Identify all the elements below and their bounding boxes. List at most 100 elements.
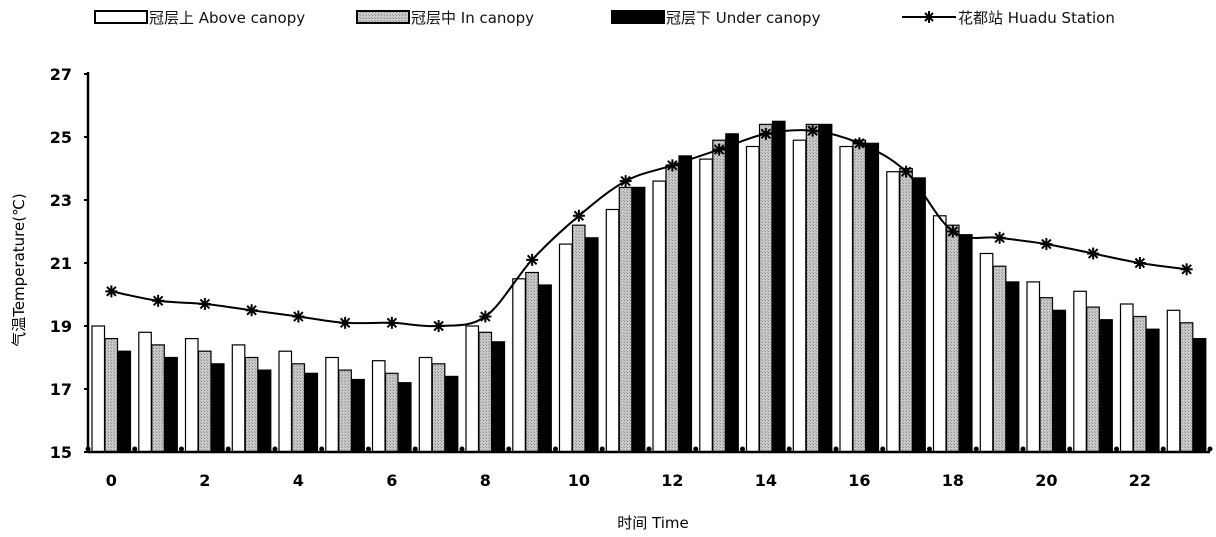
- legend-item-in: 冠层中 In canopy: [356, 9, 534, 27]
- chart-axes: [84, 72, 1213, 454]
- x-tick-label-0: 0: [106, 471, 117, 490]
- bar-white-11: [605, 208, 620, 453]
- station-point-12: [666, 159, 679, 172]
- bar-black-17: [912, 177, 926, 453]
- bar-black-19: [1005, 281, 1020, 453]
- bar-series-2: [117, 120, 1207, 453]
- legend-label-under: 冠层下 Under canopy: [666, 9, 821, 27]
- bar-white-2: [184, 338, 199, 453]
- x-tick-mark: [1020, 446, 1026, 452]
- x-tick-labels: 0 2 4 6 8 10 12 14 16 18 20 22: [106, 471, 1151, 490]
- legend-item-station: 花都站 Huadu Station: [902, 9, 1115, 27]
- bar-gray-3: [244, 356, 259, 453]
- bar-gray-18: [945, 224, 960, 453]
- bar-black-9: [538, 284, 552, 453]
- bar-black-21: [1099, 319, 1113, 453]
- station-point-10: [572, 209, 585, 222]
- legend-label-above: 冠层上 Above canopy: [149, 9, 305, 27]
- station-point-9: [526, 253, 539, 266]
- bar-gray-14: [758, 123, 773, 453]
- bar-gray-6: [384, 372, 399, 453]
- bar-gray-10: [571, 224, 586, 453]
- x-tick-mark: [506, 446, 512, 452]
- bar-black-5: [351, 378, 365, 453]
- bar-gray-21: [1086, 306, 1100, 453]
- x-tick-mark: [693, 446, 699, 452]
- bar-white-4: [278, 350, 293, 453]
- x-tick-mark: [319, 446, 325, 452]
- y-tick-label-19: 19: [50, 317, 72, 336]
- x-tick-label-22: 22: [1129, 471, 1151, 490]
- x-tick-label-16: 16: [848, 471, 870, 490]
- bar-white-10: [558, 243, 573, 453]
- bar-black-10: [584, 237, 599, 453]
- bar-gray-7: [431, 363, 446, 453]
- bar-white-12: [652, 180, 667, 453]
- bar-black-7: [444, 375, 459, 453]
- bar-black-2: [210, 363, 225, 453]
- station-point-23: [1180, 263, 1193, 276]
- y-tick-label-25: 25: [50, 128, 72, 147]
- x-tick-label-8: 8: [480, 471, 491, 490]
- bar-black-16: [865, 142, 880, 453]
- station-point-13: [713, 143, 726, 156]
- x-tick-mark: [553, 446, 558, 452]
- bar-gray-16: [852, 139, 867, 453]
- station-point-1: [152, 294, 165, 307]
- bar-gray-13: [712, 139, 726, 453]
- x-tick-label-2: 2: [199, 471, 210, 490]
- station-point-5: [339, 316, 352, 329]
- bar-white-21: [1073, 290, 1087, 453]
- bar-gray-0: [104, 338, 119, 453]
- legend-item-above: 冠层上 Above canopy: [94, 9, 305, 27]
- x-tick-mark: [225, 446, 231, 452]
- station-line-series: [105, 124, 1193, 332]
- bar-gray-1: [151, 344, 165, 453]
- bar-white-5: [325, 356, 339, 453]
- station-point-7: [432, 320, 445, 332]
- station-point-17: [900, 165, 913, 178]
- station-point-14: [759, 127, 772, 140]
- y-tick-label-15: 15: [50, 443, 72, 462]
- bar-white-13: [699, 158, 713, 453]
- bar-gray-20: [1039, 297, 1054, 453]
- bar-white-23: [1166, 309, 1181, 453]
- x-tick-mark: [786, 446, 792, 452]
- bar-white-17: [886, 171, 900, 453]
- station-point-19: [993, 231, 1006, 244]
- x-tick-mark: [880, 446, 886, 452]
- y-tick-label-17: 17: [50, 380, 72, 399]
- y-tick-label-23: 23: [50, 191, 72, 210]
- bar-black-1: [164, 356, 178, 453]
- x-tick-label-20: 20: [1035, 471, 1057, 490]
- x-tick-mark: [179, 446, 184, 452]
- bar-black-14: [771, 120, 786, 453]
- x-tick-mark: [1207, 446, 1213, 452]
- bar-white-3: [231, 344, 246, 453]
- bar-gray-12: [665, 164, 680, 453]
- bar-white-22: [1119, 303, 1134, 453]
- bar-white-7: [418, 356, 433, 453]
- x-tick-label-10: 10: [568, 471, 590, 490]
- y-tick-label-21: 21: [50, 254, 72, 273]
- bar-gray-19: [992, 265, 1007, 453]
- x-tick-label-6: 6: [386, 471, 397, 490]
- station-point-11: [619, 175, 632, 188]
- y-tick-label-27: 27: [50, 65, 72, 84]
- y-tick-labels: 15 17 19 21 23 25 27: [50, 65, 72, 462]
- bar-black-15: [818, 123, 833, 453]
- station-point-8: [479, 310, 492, 323]
- bar-white-9: [512, 278, 526, 453]
- station-point-4: [292, 310, 305, 323]
- bar-white-15: [792, 139, 807, 453]
- x-tick-mark: [973, 446, 979, 452]
- x-tick-mark: [927, 446, 932, 452]
- bar-white-16: [839, 145, 854, 453]
- legend-label-station: 花都站 Huadu Station: [958, 9, 1115, 27]
- bar-white-19: [979, 252, 994, 453]
- bar-gray-2: [197, 350, 212, 453]
- station-point-3: [245, 304, 258, 317]
- station-point-22: [1133, 257, 1146, 269]
- station-point-15: [806, 124, 819, 137]
